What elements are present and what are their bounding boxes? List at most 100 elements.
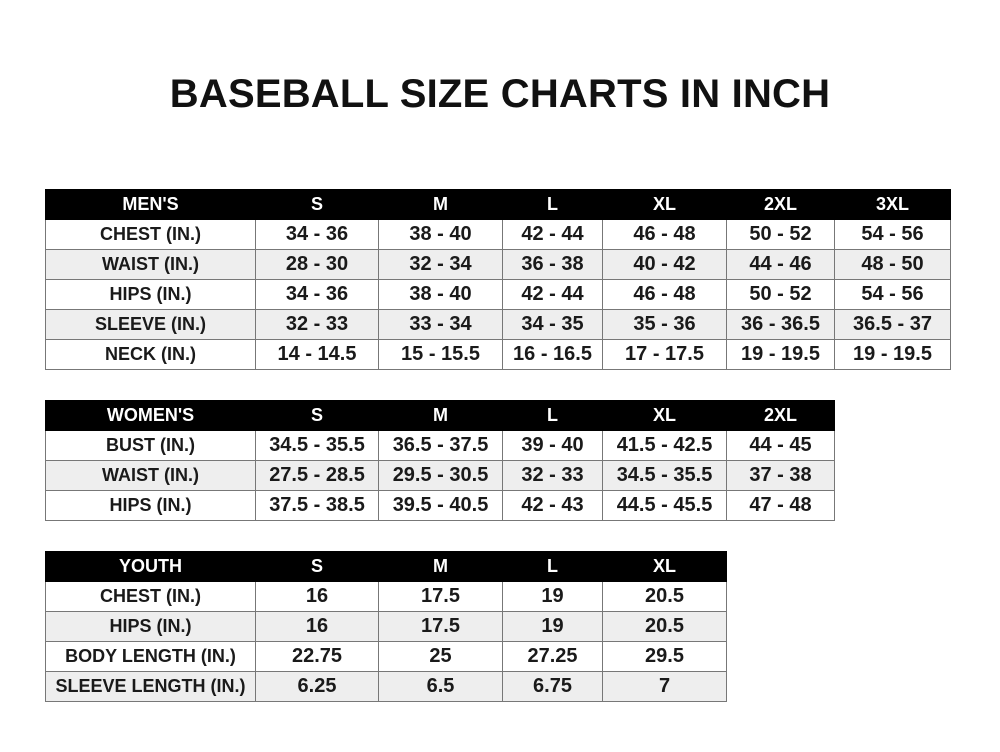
table-row: BODY LENGTH (IN.) 22.75 25 27.25 29.5 bbox=[45, 641, 727, 672]
size-value: 44 - 45 bbox=[726, 430, 835, 461]
size-value: 19 bbox=[502, 581, 603, 612]
size-value: 27.5 - 28.5 bbox=[255, 460, 379, 491]
size-value: 39 - 40 bbox=[502, 430, 603, 461]
size-header: M bbox=[378, 551, 503, 582]
size-header: L bbox=[502, 189, 603, 220]
table-row: NECK (IN.) 14 - 14.5 15 - 15.5 16 - 16.5 17 … bbox=[45, 339, 951, 370]
size-header: S bbox=[255, 551, 379, 582]
size-value: 17 - 17.5 bbox=[602, 339, 727, 370]
table-row: HIPS (IN.) 37.5 - 38.5 39.5 - 40.5 42 - 43 4… bbox=[45, 490, 835, 521]
size-value: 34 - 36 bbox=[255, 219, 379, 250]
size-value: 17.5 bbox=[378, 611, 503, 642]
header-row: WOMEN'S S M L XL 2XL bbox=[45, 400, 835, 431]
size-value: 6.25 bbox=[255, 671, 379, 702]
youth-size-table: YOUTH S M L XL CHEST (IN.) 16 17.5 19 20.5 HIPS (I… bbox=[45, 551, 727, 702]
size-value: 7 bbox=[602, 671, 727, 702]
size-value: 41.5 - 42.5 bbox=[602, 430, 727, 461]
size-value: 16 - 16.5 bbox=[502, 339, 603, 370]
page-title: BASEBALL SIZE CHARTS IN INCH bbox=[169, 72, 831, 116]
table-row: CHEST (IN.) 16 17.5 19 20.5 bbox=[45, 581, 727, 612]
size-header: L bbox=[502, 551, 603, 582]
measurement-label: HIPS (IN.) bbox=[45, 611, 256, 642]
size-header: M bbox=[378, 189, 503, 220]
size-value: 22.75 bbox=[255, 641, 379, 672]
size-value: 25 bbox=[378, 641, 503, 672]
size-value: 16 bbox=[255, 611, 379, 642]
size-value: 46 - 48 bbox=[602, 219, 727, 250]
size-value: 54 - 56 bbox=[834, 279, 951, 310]
size-value: 32 - 33 bbox=[255, 309, 379, 340]
size-value: 20.5 bbox=[602, 611, 727, 642]
size-value: 40 - 42 bbox=[602, 249, 727, 280]
size-value: 34 - 35 bbox=[502, 309, 603, 340]
size-value: 34 - 36 bbox=[255, 279, 379, 310]
womens-size-table: WOMEN'S S M L XL 2XL BUST (IN.) 34.5 - 35.5 36.5… bbox=[45, 400, 835, 521]
table-row: SLEEVE (IN.) 32 - 33 33 - 34 34 - 35 35 - 36… bbox=[45, 309, 951, 340]
category-header: MEN'S bbox=[45, 189, 256, 220]
size-value: 50 - 52 bbox=[726, 219, 835, 250]
measurement-label: SLEEVE (IN.) bbox=[45, 309, 256, 340]
size-value: 29.5 - 30.5 bbox=[378, 460, 503, 491]
size-value: 39.5 - 40.5 bbox=[378, 490, 503, 521]
size-value: 42 - 43 bbox=[502, 490, 603, 521]
table-row: BUST (IN.) 34.5 - 35.5 36.5 - 37.5 39 - 40 4… bbox=[45, 430, 835, 461]
measurement-label: BODY LENGTH (IN.) bbox=[45, 641, 256, 672]
size-value: 36.5 - 37 bbox=[834, 309, 951, 340]
measurement-label: CHEST (IN.) bbox=[45, 581, 256, 612]
size-value: 42 - 44 bbox=[502, 219, 603, 250]
size-header: M bbox=[378, 400, 503, 431]
size-value: 32 - 33 bbox=[502, 460, 603, 491]
measurement-label: SLEEVE LENGTH (IN.) bbox=[45, 671, 256, 702]
size-value: 48 - 50 bbox=[834, 249, 951, 280]
size-header: 2XL bbox=[726, 400, 835, 431]
size-value: 19 bbox=[502, 611, 603, 642]
category-header: YOUTH bbox=[45, 551, 256, 582]
size-value: 35 - 36 bbox=[602, 309, 727, 340]
size-header: 2XL bbox=[726, 189, 835, 220]
size-value: 50 - 52 bbox=[726, 279, 835, 310]
size-value: 34.5 - 35.5 bbox=[255, 430, 379, 461]
measurement-label: WAIST (IN.) bbox=[45, 460, 256, 491]
table-row: HIPS (IN.) 34 - 36 38 - 40 42 - 44 46 - 48 50… bbox=[45, 279, 951, 310]
size-value: 29.5 bbox=[602, 641, 727, 672]
size-value: 37 - 38 bbox=[726, 460, 835, 491]
size-value: 42 - 44 bbox=[502, 279, 603, 310]
size-value: 38 - 40 bbox=[378, 219, 503, 250]
table-row: HIPS (IN.) 16 17.5 19 20.5 bbox=[45, 611, 727, 642]
measurement-label: WAIST (IN.) bbox=[45, 249, 256, 280]
size-header: L bbox=[502, 400, 603, 431]
size-value: 19 - 19.5 bbox=[834, 339, 951, 370]
category-header: WOMEN'S bbox=[45, 400, 256, 431]
size-header: 3XL bbox=[834, 189, 951, 220]
size-value: 28 - 30 bbox=[255, 249, 379, 280]
measurement-label: NECK (IN.) bbox=[45, 339, 256, 370]
header-row: MEN'S S M L XL 2XL 3XL bbox=[45, 189, 951, 220]
size-value: 16 bbox=[255, 581, 379, 612]
size-header: XL bbox=[602, 551, 727, 582]
measurement-label: HIPS (IN.) bbox=[45, 279, 256, 310]
size-value: 46 - 48 bbox=[602, 279, 727, 310]
size-value: 36 - 38 bbox=[502, 249, 603, 280]
size-header: S bbox=[255, 189, 379, 220]
size-value: 6.75 bbox=[502, 671, 603, 702]
size-header: S bbox=[255, 400, 379, 431]
size-value: 14 - 14.5 bbox=[255, 339, 379, 370]
table-row: CHEST (IN.) 34 - 36 38 - 40 42 - 44 46 - 48 5… bbox=[45, 219, 951, 250]
size-value: 15 - 15.5 bbox=[378, 339, 503, 370]
table-row: SLEEVE LENGTH (IN.) 6.25 6.5 6.75 7 bbox=[45, 671, 727, 702]
size-header: XL bbox=[602, 400, 727, 431]
table-row: WAIST (IN.) 27.5 - 28.5 29.5 - 30.5 32 - 33… bbox=[45, 460, 835, 491]
size-value: 37.5 - 38.5 bbox=[255, 490, 379, 521]
size-value: 20.5 bbox=[602, 581, 727, 612]
measurement-label: HIPS (IN.) bbox=[45, 490, 256, 521]
size-value: 33 - 34 bbox=[378, 309, 503, 340]
size-value: 17.5 bbox=[378, 581, 503, 612]
measurement-label: BUST (IN.) bbox=[45, 430, 256, 461]
size-value: 27.25 bbox=[502, 641, 603, 672]
size-value: 44.5 - 45.5 bbox=[602, 490, 727, 521]
size-value: 32 - 34 bbox=[378, 249, 503, 280]
size-value: 54 - 56 bbox=[834, 219, 951, 250]
size-value: 38 - 40 bbox=[378, 279, 503, 310]
size-value: 34.5 - 35.5 bbox=[602, 460, 727, 491]
size-value: 19 - 19.5 bbox=[726, 339, 835, 370]
